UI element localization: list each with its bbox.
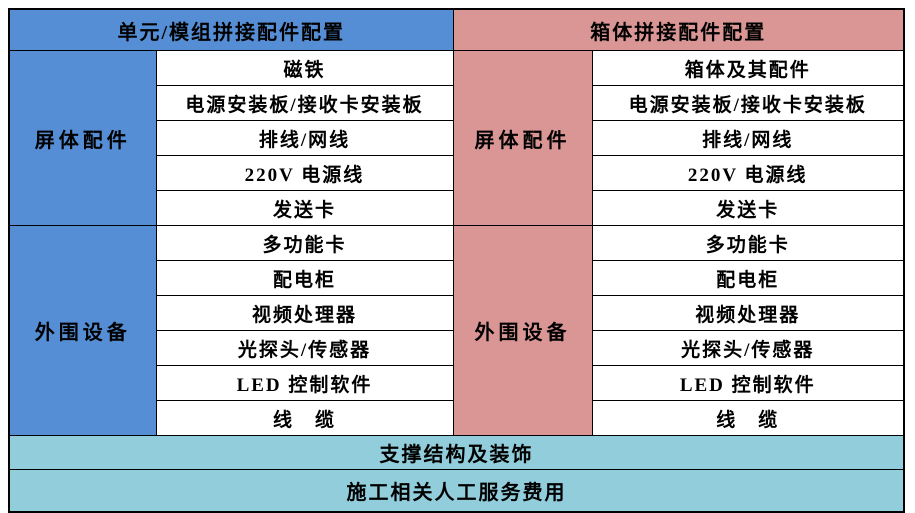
table-row: 电源安装板/接收卡安装板 电源安装板/接收卡安装板 — [9, 85, 905, 121]
item-cell: 光探头/传感器 — [155, 330, 454, 366]
item-cell: 排线/网线 — [591, 120, 905, 156]
right-group-label-screen-parts: 屏体配件 — [452, 50, 593, 226]
accessory-config-table: 单元/模组拼接配件配置 箱体拼接配件配置 屏体配件 磁铁 屏体配件 箱体及其配件… — [8, 8, 905, 513]
item-cell: 排线/网线 — [155, 120, 454, 156]
item-cell: 多功能卡 — [155, 225, 454, 261]
table-row: LED 控制软件 LED 控制软件 — [9, 365, 905, 401]
left-section-header: 单元/模组拼接配件配置 — [8, 8, 454, 51]
item-cell: 电源安装板/接收卡安装板 — [155, 85, 454, 121]
footer-row-support-structure: 支撑结构及装饰 — [8, 435, 905, 470]
header-row: 单元/模组拼接配件配置 箱体拼接配件配置 — [8, 8, 905, 51]
item-cell: 视频处理器 — [591, 295, 905, 331]
item-cell: 发送卡 — [591, 190, 905, 226]
table-row: 发送卡 发送卡 — [9, 190, 905, 226]
item-cell: 发送卡 — [155, 190, 454, 226]
footer-support-structure: 支撑结构及装饰 — [8, 435, 905, 470]
item-cell: 线 缆 — [591, 400, 905, 436]
item-cell: 电源安装板/接收卡安装板 — [591, 85, 905, 121]
table-row: 外围设备 多功能卡 外围设备 多功能卡 — [8, 225, 905, 436]
table-row: 220V 电源线 220V 电源线 — [9, 155, 905, 191]
item-cell: 线 缆 — [155, 400, 454, 436]
table-row: 视频处理器 视频处理器 — [9, 295, 905, 331]
item-cell: 配电柜 — [591, 260, 905, 296]
footer-labor-cost: 施工相关人工服务费用 — [8, 469, 905, 513]
item-cell: 220V 电源线 — [591, 155, 905, 191]
item-cell: 磁铁 — [155, 50, 454, 86]
item-cell: 光探头/传感器 — [591, 330, 905, 366]
item-cell: LED 控制软件 — [155, 365, 454, 401]
left-group-label-peripherals: 外围设备 — [8, 225, 157, 436]
item-cell: 多功能卡 — [591, 225, 905, 261]
left-group-label-screen-parts: 屏体配件 — [8, 50, 157, 226]
right-group-label-peripherals: 外围设备 — [452, 225, 593, 436]
right-section-header: 箱体拼接配件配置 — [452, 8, 905, 51]
table-row: 配电柜 配电柜 — [9, 260, 905, 296]
table-row: 排线/网线 排线/网线 — [9, 120, 905, 156]
item-cell: 箱体及其配件 — [591, 50, 905, 86]
item-cell: 配电柜 — [155, 260, 454, 296]
item-cell: 220V 电源线 — [155, 155, 454, 191]
table-row: 光探头/传感器 光探头/传感器 — [9, 330, 905, 366]
item-cell: LED 控制软件 — [591, 365, 905, 401]
table-row: 屏体配件 磁铁 屏体配件 箱体及其配件 — [8, 50, 905, 226]
item-cell: 视频处理器 — [155, 295, 454, 331]
footer-row-labor-cost: 施工相关人工服务费用 — [8, 469, 905, 513]
